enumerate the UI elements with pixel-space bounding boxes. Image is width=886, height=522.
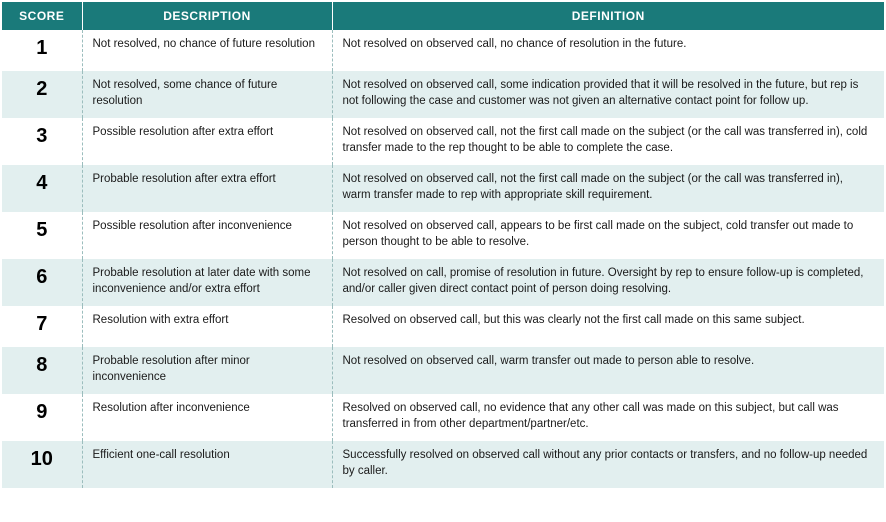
definition-cell: Not resolved on observed call, appears t… bbox=[332, 212, 884, 259]
definition-cell: Resolved on observed call, but this was … bbox=[332, 306, 884, 347]
score-cell: 1 bbox=[2, 30, 82, 71]
table-row: 8 Probable resolution after minor inconv… bbox=[2, 347, 884, 394]
score-cell: 3 bbox=[2, 118, 82, 165]
score-cell: 2 bbox=[2, 71, 82, 118]
description-cell: Not resolved, some chance of future reso… bbox=[82, 71, 332, 118]
definition-cell: Not resolved on observed call, no chance… bbox=[332, 30, 884, 71]
table-row: 4 Probable resolution after extra effort… bbox=[2, 165, 884, 212]
definition-cell: Not resolved on observed call, not the f… bbox=[332, 118, 884, 165]
definition-cell: Resolved on observed call, no evidence t… bbox=[332, 394, 884, 441]
definition-cell: Not resolved on observed call, warm tran… bbox=[332, 347, 884, 394]
scoring-rubric-table: SCORE DESCRIPTION DEFINITION 1 Not resol… bbox=[2, 2, 884, 488]
description-cell: Resolution with extra effort bbox=[82, 306, 332, 347]
score-cell: 6 bbox=[2, 259, 82, 306]
header-definition: DEFINITION bbox=[332, 2, 884, 30]
description-cell: Probable resolution after minor inconven… bbox=[82, 347, 332, 394]
score-cell: 10 bbox=[2, 441, 82, 488]
description-cell: Probable resolution after extra effort bbox=[82, 165, 332, 212]
score-cell: 4 bbox=[2, 165, 82, 212]
description-cell: Possible resolution after inconvenience bbox=[82, 212, 332, 259]
description-cell: Efficient one-call resolution bbox=[82, 441, 332, 488]
description-cell: Resolution after inconvenience bbox=[82, 394, 332, 441]
table-row: 7 Resolution with extra effort Resolved … bbox=[2, 306, 884, 347]
table-row: 2 Not resolved, some chance of future re… bbox=[2, 71, 884, 118]
table-row: 9 Resolution after inconvenience Resolve… bbox=[2, 394, 884, 441]
table-row: 1 Not resolved, no chance of future reso… bbox=[2, 30, 884, 71]
header-score: SCORE bbox=[2, 2, 82, 30]
score-cell: 8 bbox=[2, 347, 82, 394]
score-cell: 9 bbox=[2, 394, 82, 441]
description-cell: Probable resolution at later date with s… bbox=[82, 259, 332, 306]
score-cell: 5 bbox=[2, 212, 82, 259]
table-row: 10 Efficient one-call resolution Success… bbox=[2, 441, 884, 488]
header-description: DESCRIPTION bbox=[82, 2, 332, 30]
description-cell: Not resolved, no chance of future resolu… bbox=[82, 30, 332, 71]
definition-cell: Not resolved on call, promise of resolut… bbox=[332, 259, 884, 306]
definition-cell: Not resolved on observed call, not the f… bbox=[332, 165, 884, 212]
table-row: 5 Possible resolution after inconvenienc… bbox=[2, 212, 884, 259]
definition-cell: Not resolved on observed call, some indi… bbox=[332, 71, 884, 118]
table-header-row: SCORE DESCRIPTION DEFINITION bbox=[2, 2, 884, 30]
table-row: 6 Probable resolution at later date with… bbox=[2, 259, 884, 306]
table-row: 3 Possible resolution after extra effort… bbox=[2, 118, 884, 165]
score-cell: 7 bbox=[2, 306, 82, 347]
definition-cell: Successfully resolved on observed call w… bbox=[332, 441, 884, 488]
description-cell: Possible resolution after extra effort bbox=[82, 118, 332, 165]
